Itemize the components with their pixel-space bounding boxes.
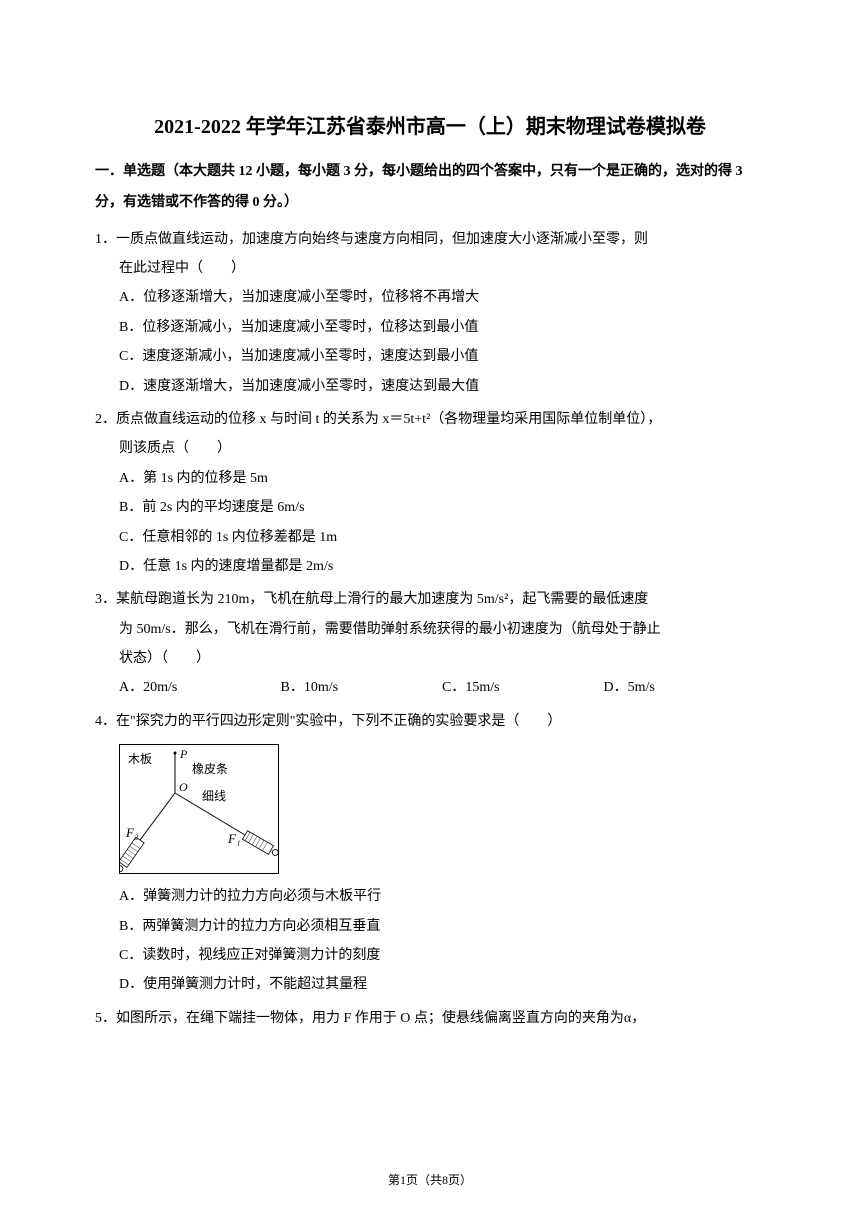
label-o: O xyxy=(179,780,188,794)
q3-options-row: A．20m/s B．10m/s C．15m/s D．5m/s xyxy=(95,673,765,702)
label-xixian: 细线 xyxy=(202,789,226,803)
q5-stem: 5．如图所示，在绳下端挂一物体，用力 F 作用于 O 点；使悬线偏离竖直方向的夹… xyxy=(95,1004,765,1033)
q4-option-d: D．使用弹簧测力计时，不能超过其量程 xyxy=(95,970,765,999)
exam-title: 2021-2022 年学年江苏省泰州市高一（上）期末物理试卷模拟卷 xyxy=(95,110,765,139)
question-5: 5．如图所示，在绳下端挂一物体，用力 F 作用于 O 点；使悬线偏离竖直方向的夹… xyxy=(95,1004,765,1033)
parallelogram-experiment-diagram: 木板 P 橡皮条 O 细线 F₂ F₁ xyxy=(120,745,278,873)
q2-option-d: D．任意 1s 内的速度增量都是 2m/s xyxy=(95,552,765,581)
q4-figure: 木板 P 橡皮条 O 细线 F₂ F₁ xyxy=(119,744,279,874)
q3-stem-line1: 3．某航母跑道长为 210m，飞机在航母上滑行的最大加速度为 5m/s²，起飞需… xyxy=(95,585,765,614)
q4-option-a: A．弹簧测力计的拉力方向必须与木板平行 xyxy=(95,882,765,911)
question-4: 4．在"探究力的平行四边形定则"实验中，下列不正确的实验要求是（ ） xyxy=(95,707,765,1000)
q2-stem-line1: 2．质点做直线运动的位移 x 与时间 t 的关系为 x＝5t+t²（各物理量均采… xyxy=(95,405,765,434)
q1-option-b: B．位移逐渐减小，当加速度减小至零时，位移达到最小值 xyxy=(95,313,765,342)
q1-stem-line1: 1．一质点做直线运动，加速度方向始终与速度方向相同，但加速度大小逐渐减小至零，则 xyxy=(95,225,765,254)
q1-stem-line2: 在此过程中（ ） xyxy=(95,254,765,283)
q3-option-d: D．5m/s xyxy=(604,673,766,702)
label-f2: F₂ xyxy=(125,825,139,840)
q3-option-c: C．15m/s xyxy=(442,673,604,702)
label-muban: 木板 xyxy=(128,752,152,766)
q4-stem: 4．在"探究力的平行四边形定则"实验中，下列不正确的实验要求是（ ） xyxy=(95,707,765,736)
q2-option-a: A．第 1s 内的位移是 5m xyxy=(95,464,765,493)
q3-option-b: B．10m/s xyxy=(281,673,443,702)
q2-stem-line2: 则该质点（ ） xyxy=(95,434,765,463)
label-p: P xyxy=(179,747,188,761)
q3-stem-line3: 状态）（ ） xyxy=(95,644,765,673)
section-header: 一．单选题（本大题共 12 小题，每小题 3 分，每小题给出的四个答案中，只有一… xyxy=(95,157,765,219)
q2-option-c: C．任意相邻的 1s 内位移差都是 1m xyxy=(95,523,765,552)
page-footer: 第1页（共8页） xyxy=(0,1171,860,1188)
q4-option-c: C．读数时，视线应正对弹簧测力计的刻度 xyxy=(95,941,765,970)
question-2: 2．质点做直线运动的位移 x 与时间 t 的关系为 x＝5t+t²（各物理量均采… xyxy=(95,405,765,581)
q4-option-b: B．两弹簧测力计的拉力方向必须相互垂直 xyxy=(95,912,765,941)
q2-option-b: B．前 2s 内的平均速度是 6m/s xyxy=(95,493,765,522)
q3-stem-line2: 为 50m/s．那么，飞机在滑行前，需要借助弹射系统获得的最小初速度为（航母处于… xyxy=(95,615,765,644)
q3-option-a: A．20m/s xyxy=(119,673,281,702)
q1-option-a: A．位移逐渐增大，当加速度减小至零时，位移将不再增大 xyxy=(95,283,765,312)
question-3: 3．某航母跑道长为 210m，飞机在航母上滑行的最大加速度为 5m/s²，起飞需… xyxy=(95,585,765,703)
question-1: 1．一质点做直线运动，加速度方向始终与速度方向相同，但加速度大小逐渐减小至零，则… xyxy=(95,225,765,401)
q1-option-c: C．速度逐渐减小，当加速度减小至零时，速度达到最小值 xyxy=(95,342,765,371)
label-xiangpitiao: 橡皮条 xyxy=(192,762,228,776)
q1-option-d: D．速度逐渐增大，当加速度减小至零时，速度达到最大值 xyxy=(95,372,765,401)
label-f1: F₁ xyxy=(227,831,240,846)
